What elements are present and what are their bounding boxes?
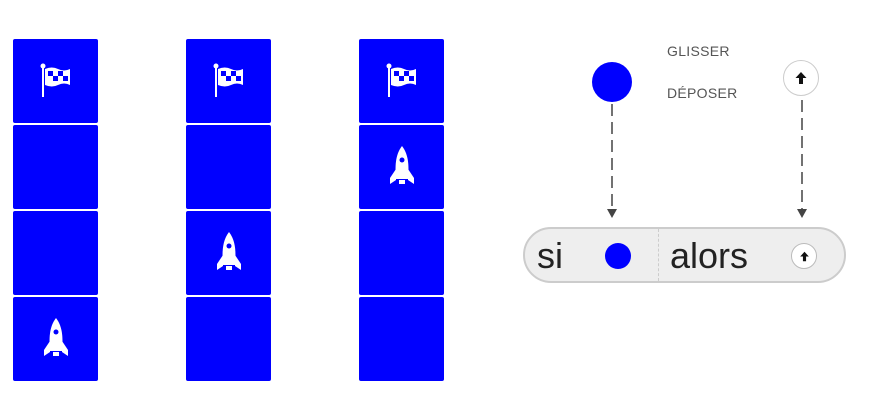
then-label: alors (670, 235, 749, 276)
track-cell-empty (359, 297, 444, 381)
track-cell-flag (186, 39, 271, 123)
track-column-1 (13, 39, 98, 383)
rocket-icon (389, 146, 414, 184)
track-column-2 (186, 39, 271, 383)
if-label: si (537, 235, 563, 276)
track-column-3 (359, 39, 444, 383)
flag-icon (213, 63, 243, 97)
dot-connector-arrowhead (607, 209, 617, 218)
rocket-icon (216, 232, 241, 270)
arrow-up-icon (799, 251, 809, 261)
track-cell-empty (13, 125, 98, 209)
arrow-connector-arrowhead (797, 209, 807, 218)
track-cell-flag (13, 39, 98, 123)
track-cell-rocket (359, 125, 444, 209)
up-arrow-draggable[interactable] (783, 60, 819, 96)
track-cell-empty (186, 297, 271, 381)
condition-slot-dot[interactable] (605, 243, 631, 269)
blue-dot-draggable[interactable] (592, 62, 632, 102)
arrow-up-icon (795, 72, 807, 84)
rocket-icon (43, 318, 68, 356)
drag-label: GLISSER (667, 43, 730, 59)
flag-icon (386, 63, 416, 97)
track-cell-empty (13, 211, 98, 295)
flag-icon (40, 63, 70, 97)
track-cell-rocket (13, 297, 98, 381)
if-then-block[interactable]: si alors (523, 227, 846, 283)
track-cell-rocket (186, 211, 271, 295)
track-cell-empty (186, 125, 271, 209)
block-divider (658, 229, 659, 281)
track-cell-flag (359, 39, 444, 123)
track-cell-empty (359, 211, 444, 295)
drop-label: DÉPOSER (667, 85, 738, 101)
action-slot-arrow[interactable] (791, 243, 817, 269)
